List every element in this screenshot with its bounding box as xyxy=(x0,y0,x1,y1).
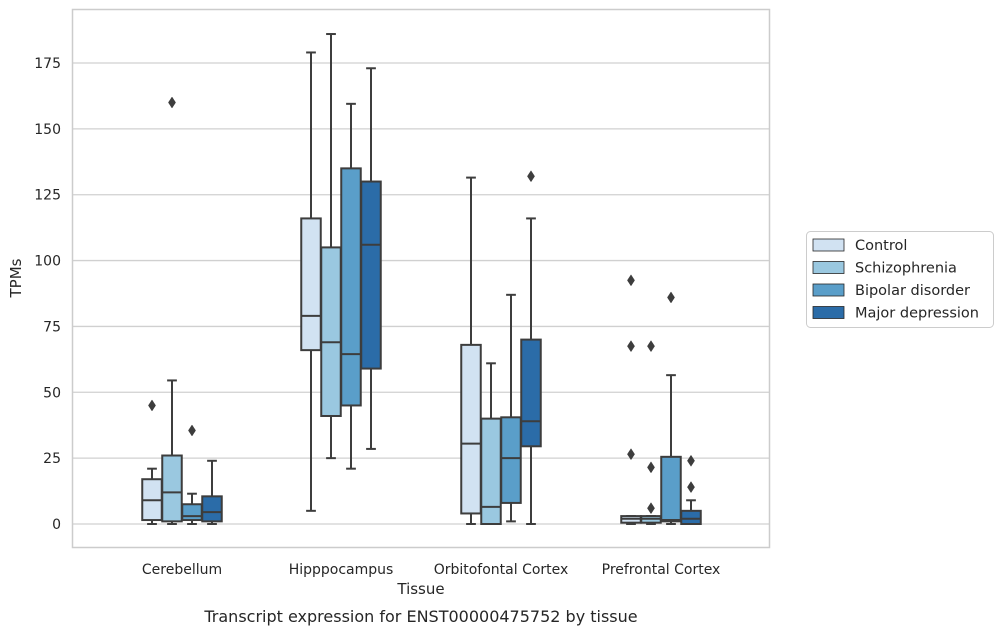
box-body xyxy=(340,167,362,407)
box-2-0 xyxy=(460,176,482,525)
box-body xyxy=(201,495,223,523)
legend-label: Bipolar disorder xyxy=(855,283,970,299)
outlier-point xyxy=(188,424,196,437)
box-body xyxy=(360,180,382,370)
legend-swatch xyxy=(812,283,845,297)
y-tick-label: 0 xyxy=(52,517,61,533)
box-body xyxy=(480,417,502,525)
box-0-0 xyxy=(141,399,163,525)
box-body xyxy=(320,246,342,417)
outlier-point xyxy=(687,481,695,494)
x-axis-label: Tissue xyxy=(396,580,444,598)
outlier-point xyxy=(647,340,655,353)
box-0-1 xyxy=(161,96,183,525)
outlier-point xyxy=(168,96,176,109)
y-tick-label: 175 xyxy=(34,56,61,72)
legend-label: Major depression xyxy=(855,306,979,322)
box-body xyxy=(500,416,522,504)
outlier-point xyxy=(148,399,156,412)
legend-frame xyxy=(806,231,994,328)
legend: Control Schizophrenia Bipolar disorder Majo… xyxy=(806,231,994,328)
box-1-3 xyxy=(360,67,382,450)
y-tick-label: 150 xyxy=(34,122,61,138)
box-3-3 xyxy=(680,454,702,526)
y-tick-label: 25 xyxy=(43,451,61,467)
legend-swatch xyxy=(812,238,845,252)
legend-label: Control xyxy=(855,238,907,254)
outlier-point xyxy=(527,170,535,183)
outlier-point xyxy=(627,274,635,287)
x-tick-label: Hipppocampus xyxy=(289,562,394,578)
x-tick-label: Prefrontal Cortex xyxy=(602,562,721,578)
outlier-point xyxy=(647,502,655,515)
outlier-point xyxy=(687,454,695,467)
box-1-1 xyxy=(320,33,342,460)
outlier-point xyxy=(647,461,655,474)
box-body xyxy=(300,217,322,352)
box-body xyxy=(520,338,542,448)
box-0-2 xyxy=(181,424,203,525)
box-3-0 xyxy=(620,274,642,525)
box-1-0 xyxy=(300,51,322,512)
box-3-1 xyxy=(640,340,662,525)
x-tick-label: Cerebellum xyxy=(142,562,222,578)
outlier-point xyxy=(627,340,635,353)
legend-swatch xyxy=(812,261,845,274)
box-3-2 xyxy=(660,291,682,525)
chart-caption: Transcript expression for ENST0000047575… xyxy=(203,607,637,626)
box-0-3 xyxy=(201,459,223,525)
boxes xyxy=(141,33,702,526)
legend-label: Schizophrenia xyxy=(855,261,957,277)
y-axis-ticks: 0 25 50 75 100 125 150 175 xyxy=(34,56,61,533)
legend-swatch xyxy=(812,306,845,319)
box-2-3 xyxy=(520,170,542,525)
box-1-2 xyxy=(340,102,362,470)
grid-lines xyxy=(73,62,769,525)
box-body xyxy=(161,454,183,523)
box-body xyxy=(460,343,482,515)
box-body xyxy=(181,503,203,522)
outlier-point xyxy=(627,448,635,461)
plot-frame xyxy=(71,8,771,549)
y-tick-label: 75 xyxy=(43,319,61,335)
x-tick-label: Orbitofontal Cortex xyxy=(434,562,569,578)
y-tick-label: 50 xyxy=(43,385,61,401)
y-tick-label: 125 xyxy=(34,188,61,204)
y-axis-label: TPMs xyxy=(7,258,25,298)
outlier-point xyxy=(667,291,675,304)
box-body xyxy=(680,509,702,526)
box-2-2 xyxy=(500,293,522,523)
box-body xyxy=(660,455,682,523)
x-axis-ticks: Cerebellum Hipppocampus Orbitofontal Corte… xyxy=(142,562,720,578)
y-tick-label: 100 xyxy=(34,254,61,270)
box-2-1 xyxy=(480,362,502,525)
